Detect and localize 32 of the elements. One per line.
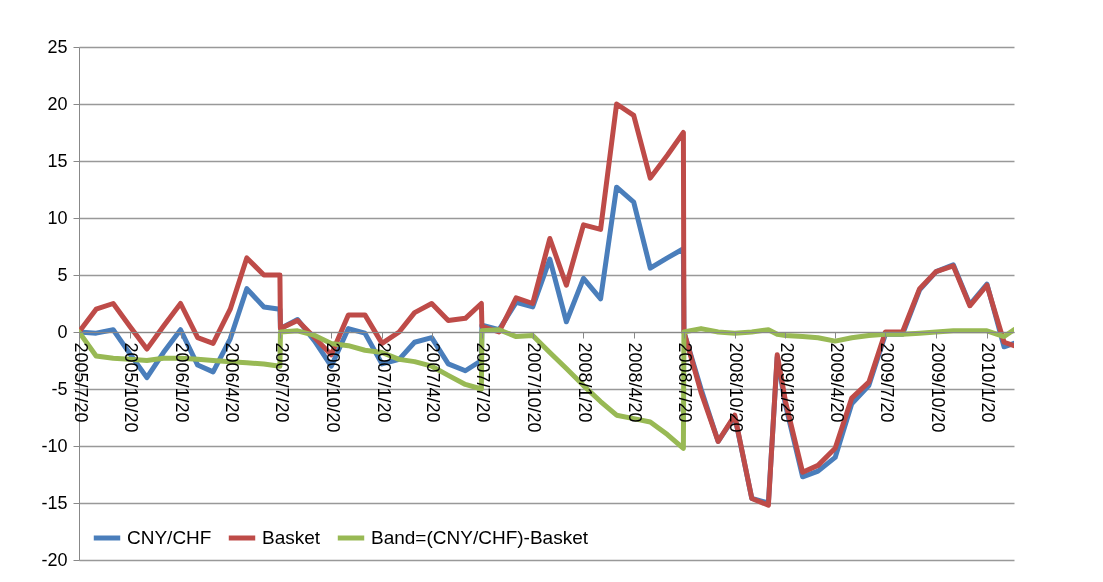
y-tick-label: 0 <box>57 321 68 342</box>
x-tick-label: 2005/7/20 <box>70 342 91 423</box>
legend-label: Band=(CNY/CHF)-Basket <box>371 527 589 548</box>
y-tick-label: 25 <box>47 36 68 57</box>
x-tick-label: 2009/10/20 <box>927 342 948 433</box>
y-tick-label: 10 <box>47 207 68 228</box>
x-tick-label: 2005/10/20 <box>121 342 142 433</box>
y-tick-label: 20 <box>47 93 68 114</box>
x-tick-label: 2009/7/20 <box>876 342 897 423</box>
x-tick-label: 2007/4/20 <box>423 342 444 423</box>
x-tick-label: 2009/4/20 <box>826 342 847 423</box>
y-tick-label: -15 <box>41 492 68 513</box>
legend-label: Basket <box>262 527 321 548</box>
y-tick-label: -20 <box>41 549 68 570</box>
x-tick-label: 2007/1/20 <box>373 342 394 423</box>
x-tick-label: 2010/1/20 <box>978 342 999 423</box>
x-tick-label: 2007/7/20 <box>473 342 494 423</box>
x-tick-label: 2008/7/20 <box>675 342 696 423</box>
y-tick-label: -10 <box>41 435 68 456</box>
x-tick-label: 2006/7/20 <box>271 342 292 423</box>
legend-label: CNY/CHF <box>127 527 212 548</box>
x-tick-label: 2006/1/20 <box>172 342 193 423</box>
x-tick-label: 2009/1/20 <box>776 342 797 423</box>
x-tick-label: 2007/10/20 <box>524 342 545 433</box>
y-tick-label: -5 <box>51 378 68 399</box>
y-tick-label: 5 <box>57 264 68 285</box>
x-tick-label: 2006/4/20 <box>221 342 242 423</box>
x-tick-label: 2008/4/20 <box>625 342 646 423</box>
x-tick-label: 2008/10/20 <box>726 342 747 433</box>
x-tick-label: 2006/10/20 <box>322 342 343 433</box>
x-tick-label: 2008/1/20 <box>574 342 595 423</box>
y-tick-label: 15 <box>47 150 68 171</box>
